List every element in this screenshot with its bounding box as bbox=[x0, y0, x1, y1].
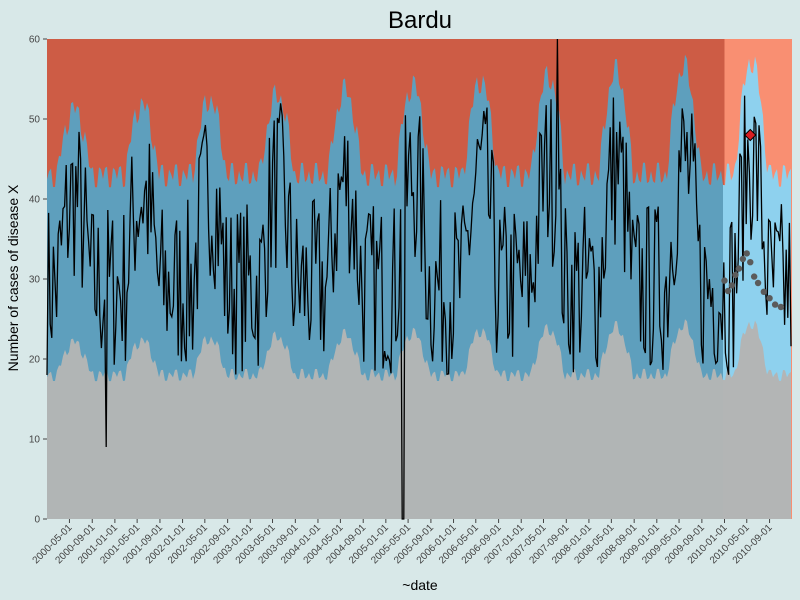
y-tick-label: 50 bbox=[29, 115, 41, 126]
y-tick-label: 40 bbox=[29, 195, 41, 206]
y-tick-label: 30 bbox=[29, 275, 41, 286]
y-tick-label: 10 bbox=[29, 435, 41, 446]
y-tick-label: 20 bbox=[29, 355, 41, 366]
x-axis-label: ~date bbox=[402, 577, 438, 593]
forecast-point bbox=[754, 279, 762, 287]
forecast-point bbox=[735, 265, 743, 272]
y-tick-label: 0 bbox=[34, 515, 40, 526]
threshold-zones bbox=[47, 39, 792, 520]
y-tick-label: 60 bbox=[29, 35, 41, 46]
forecast-low-zone bbox=[723, 320, 791, 519]
forecast-point bbox=[732, 271, 739, 279]
alert-marker bbox=[744, 128, 757, 142]
forecast-points bbox=[721, 250, 785, 311]
observed-cases-line bbox=[46, 38, 792, 520]
alert-markers bbox=[744, 128, 757, 142]
y-axis: 0 10 20 30 40 50 60 bbox=[29, 35, 47, 526]
y-axis-label: Number of cases of disease X bbox=[5, 184, 21, 371]
forecast-point bbox=[760, 288, 768, 295]
forecast-point bbox=[750, 273, 758, 280]
forecast-point bbox=[728, 282, 736, 289]
plot-area bbox=[46, 38, 792, 520]
low-zone bbox=[47, 319, 723, 519]
forecast-point bbox=[766, 295, 773, 302]
forecast-point bbox=[724, 287, 732, 295]
forecast-point bbox=[771, 301, 779, 308]
forecast-point bbox=[743, 250, 750, 257]
forecast-point bbox=[747, 259, 754, 266]
forecast-point bbox=[777, 303, 785, 311]
forecast-point bbox=[721, 277, 728, 284]
forecast-point bbox=[739, 255, 747, 263]
chart-title: Bardu bbox=[388, 7, 452, 34]
